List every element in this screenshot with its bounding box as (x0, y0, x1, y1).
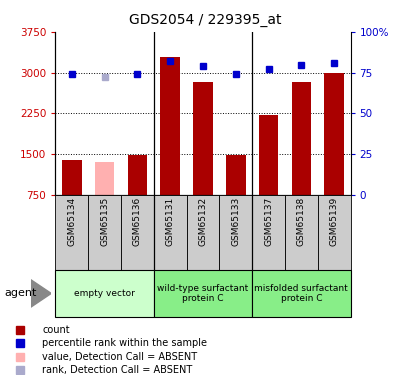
Text: GSM65136: GSM65136 (133, 197, 142, 246)
Bar (317, 195, 350, 270)
Bar (186, 195, 219, 270)
Text: GSM65137: GSM65137 (263, 197, 272, 246)
Bar (94, 162, 114, 195)
Bar (153, 270, 252, 317)
Bar (55, 195, 88, 270)
Text: GSM65138: GSM65138 (296, 197, 305, 246)
Bar (252, 195, 284, 270)
Bar (252, 270, 350, 317)
Bar (225, 155, 245, 195)
Polygon shape (31, 280, 51, 307)
Bar (55, 270, 153, 317)
Bar (160, 57, 180, 195)
Text: misfolded surfactant
protein C: misfolded surfactant protein C (254, 284, 347, 303)
Text: GSM65135: GSM65135 (100, 197, 109, 246)
Text: GSM65133: GSM65133 (231, 197, 240, 246)
Text: rank, Detection Call = ABSENT: rank, Detection Call = ABSENT (42, 364, 192, 375)
Text: wild-type surfactant
protein C: wild-type surfactant protein C (157, 284, 248, 303)
Bar (284, 195, 317, 270)
Bar (62, 160, 81, 195)
Bar (127, 155, 147, 195)
Text: value, Detection Call = ABSENT: value, Detection Call = ABSENT (42, 351, 197, 361)
Text: GDS2054 / 229395_at: GDS2054 / 229395_at (128, 13, 281, 27)
Bar (193, 82, 212, 195)
Text: GSM65134: GSM65134 (67, 197, 76, 246)
Text: GSM65132: GSM65132 (198, 197, 207, 246)
Bar (324, 73, 343, 195)
Bar (291, 82, 310, 195)
Text: percentile rank within the sample: percentile rank within the sample (42, 339, 207, 348)
Bar (153, 195, 186, 270)
Bar (121, 195, 153, 270)
Bar (219, 195, 252, 270)
Text: GSM65139: GSM65139 (329, 197, 338, 246)
Text: count: count (42, 326, 70, 335)
Bar (258, 114, 278, 195)
Text: GSM65131: GSM65131 (165, 197, 174, 246)
Text: agent: agent (4, 288, 36, 298)
Bar (88, 195, 121, 270)
Text: empty vector: empty vector (74, 289, 135, 298)
